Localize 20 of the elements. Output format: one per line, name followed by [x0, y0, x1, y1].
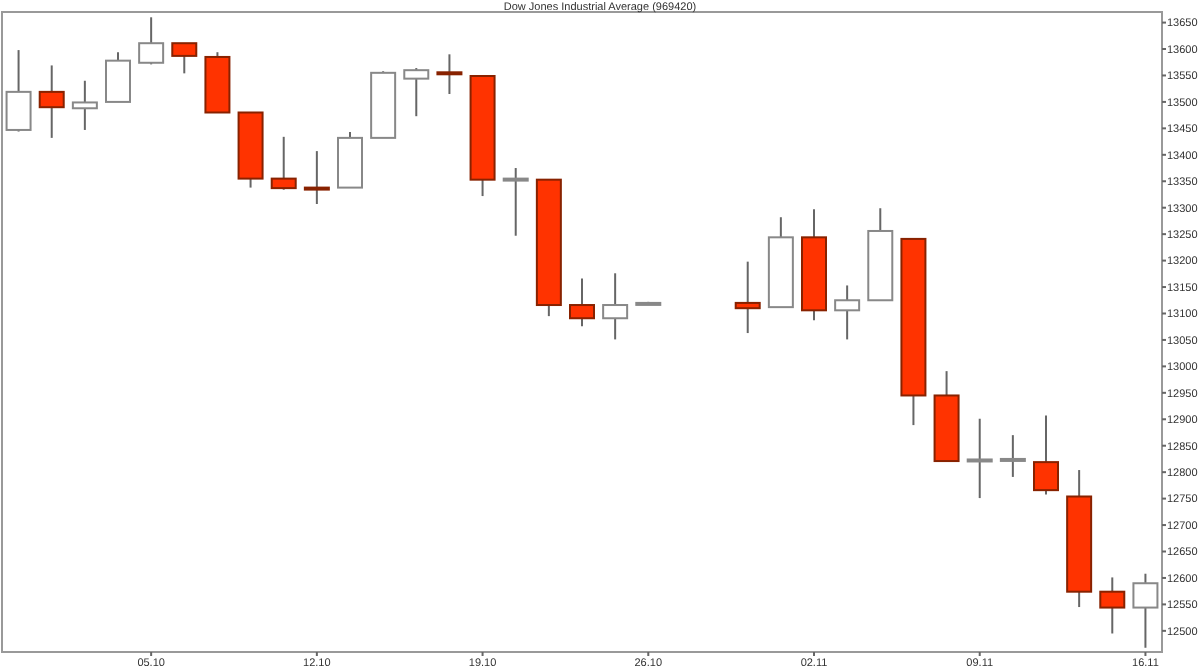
candlestick — [5, 49, 32, 133]
candlestick — [303, 150, 330, 205]
candlestick — [1099, 576, 1126, 635]
candlestick — [834, 284, 861, 341]
candlestick — [403, 67, 430, 118]
candlestick — [138, 16, 165, 66]
candlestick — [569, 277, 595, 328]
candlestick — [38, 64, 65, 139]
candlestick — [602, 272, 629, 341]
candlestick — [105, 51, 131, 103]
candlestick — [1132, 572, 1159, 649]
candlestick — [1033, 414, 1059, 496]
candlestick — [999, 434, 1026, 478]
candlestick — [270, 135, 297, 191]
candlestick — [436, 53, 463, 95]
candlestick — [966, 417, 993, 500]
candlestick — [71, 79, 98, 131]
candlestick — [171, 42, 198, 75]
candlestick — [502, 167, 529, 237]
candlestick — [734, 260, 761, 335]
